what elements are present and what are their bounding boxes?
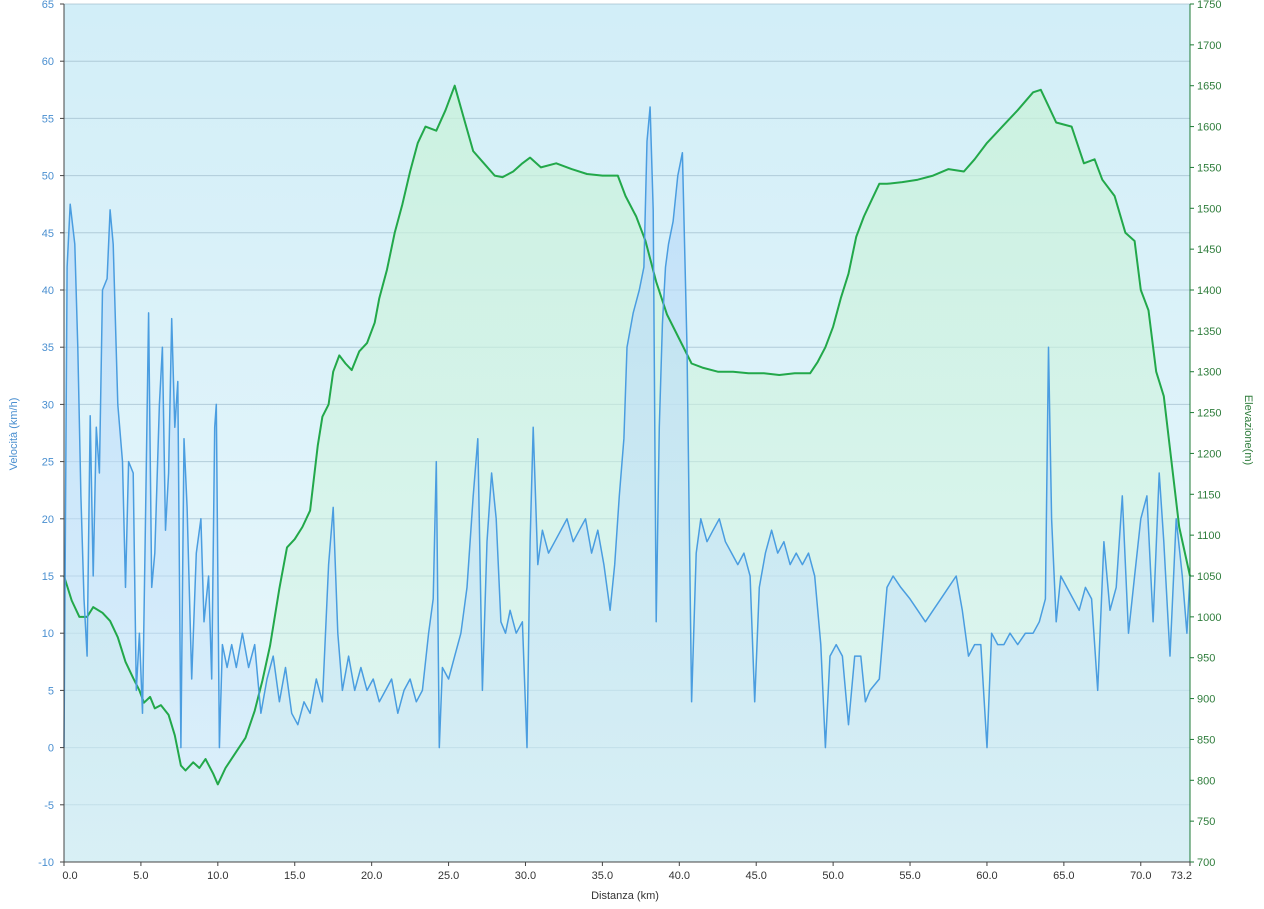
x-tick-label-9: 45.0: [746, 870, 767, 882]
x-tick-label-12: 60.0: [976, 870, 997, 882]
right-tick-label-21: 1750: [1197, 0, 1221, 11]
right-axis-ticks: 700 750 800 850 900 950 1000 1050 1100 1150 1200 12…: [1190, 0, 1221, 869]
right-axis-title: Elevazione(m): [1242, 395, 1254, 465]
right-tick-label-18: 1600: [1197, 122, 1221, 134]
left-tick-label-2: 0: [48, 743, 54, 755]
right-tick-label-13: 1350: [1197, 326, 1221, 338]
right-tick-label-19: 1650: [1197, 81, 1221, 93]
x-tick-label-4: 20.0: [361, 870, 382, 882]
left-tick-label-1: -5: [44, 800, 54, 812]
x-tick-label-14: 70.0: [1130, 870, 1151, 882]
right-tick-label-12: 1300: [1197, 367, 1221, 379]
left-tick-label-4: 10: [42, 628, 54, 640]
right-tick-label-11: 1250: [1197, 408, 1221, 420]
left-tick-label-9: 35: [42, 342, 54, 354]
x-tick-label-11: 55.0: [899, 870, 920, 882]
x-tick-label-6: 30.0: [515, 870, 536, 882]
series-lines: [63, 84, 1191, 786]
x-tick-label-1: 5.0: [133, 870, 148, 882]
right-tick-label-14: 1400: [1197, 285, 1221, 297]
x-tick-label-10: 50.0: [822, 870, 843, 882]
right-tick-label-20: 1700: [1197, 40, 1221, 52]
left-tick-label-5: 15: [42, 571, 54, 583]
speed-line: [63, 106, 1191, 749]
left-tick-label-10: 40: [42, 285, 54, 297]
right-tick-label-17: 1550: [1197, 162, 1221, 174]
x-tick-label-15: 73.2: [1171, 870, 1192, 882]
x-tick-label-0: 0.0: [62, 870, 77, 882]
x-tick-label-13: 65.0: [1053, 870, 1074, 882]
x-tick-label-5: 25.0: [438, 870, 459, 882]
left-axis-title: Velocità (km/h): [8, 398, 20, 471]
right-tick-label-5: 950: [1197, 653, 1215, 665]
right-tick-label-9: 1150: [1197, 489, 1221, 501]
x-tick-label-3: 15.0: [284, 870, 305, 882]
left-tick-label-6: 20: [42, 514, 54, 526]
left-tick-label-3: 5: [48, 685, 54, 697]
right-tick-label-1: 750: [1197, 816, 1215, 828]
right-tick-label-10: 1200: [1197, 448, 1221, 460]
right-tick-label-7: 1050: [1197, 571, 1221, 583]
axes: [63, 4, 1191, 863]
right-tick-label-0: 700: [1197, 857, 1215, 869]
left-tick-label-15: 65: [42, 0, 54, 11]
x-tick-label-2: 10.0: [207, 870, 228, 882]
right-tick-label-16: 1500: [1197, 203, 1221, 215]
right-tick-label-3: 850: [1197, 734, 1215, 746]
left-tick-label-14: 60: [42, 56, 54, 68]
x-axis-ticks: 0.0 5.0 10.0 15.0 20.0 25.0 30.0 35.0 40.0 45.0 50…: [62, 862, 1192, 882]
left-tick-label-12: 50: [42, 171, 54, 183]
right-tick-label-8: 1100: [1197, 530, 1221, 542]
right-tick-label-15: 1450: [1197, 244, 1221, 256]
left-axis-ticks: -10 -5 0 5 10 15 20 25 30 35 40 45 50 55 60 65: [38, 0, 64, 869]
x-tick-label-7: 35.0: [592, 870, 613, 882]
elevation-line: [63, 84, 1191, 786]
left-tick-label-7: 25: [42, 457, 54, 469]
right-tick-label-4: 900: [1197, 694, 1215, 706]
left-tick-label-13: 55: [42, 113, 54, 125]
left-tick-label-11: 45: [42, 228, 54, 240]
x-axis-title: Distanza (km): [591, 890, 659, 902]
right-tick-label-6: 1000: [1197, 612, 1221, 624]
x-tick-label-8: 40.0: [669, 870, 690, 882]
left-tick-label-8: 30: [42, 399, 54, 411]
right-tick-label-2: 800: [1197, 775, 1215, 787]
left-tick-label-0: -10: [38, 857, 54, 869]
